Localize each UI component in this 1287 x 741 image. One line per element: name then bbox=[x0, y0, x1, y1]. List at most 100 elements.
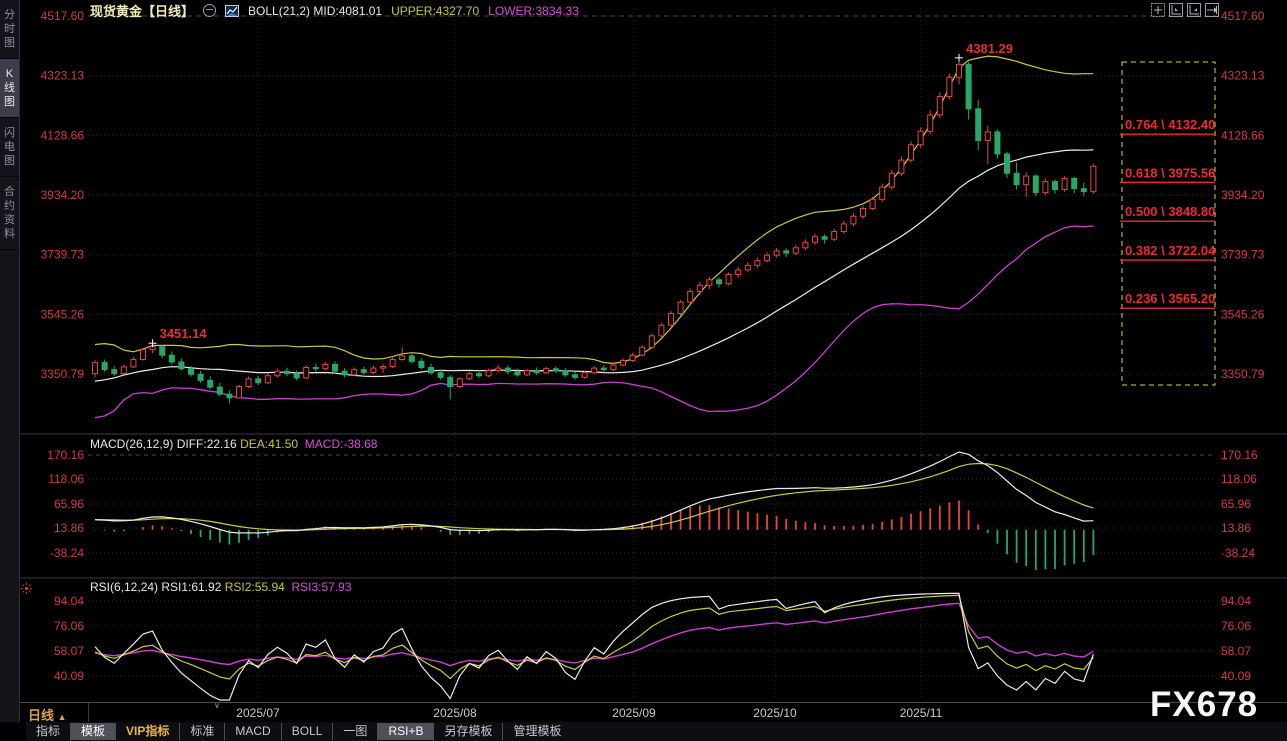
candle-body bbox=[168, 354, 175, 363]
candle-body bbox=[850, 215, 857, 225]
axis-tick-label: 40.09 bbox=[54, 669, 84, 683]
candle-body bbox=[744, 264, 751, 271]
candle-body bbox=[716, 279, 722, 285]
x-axis-label: 2025/11 bbox=[899, 706, 943, 720]
sidebar-tab-合约资料[interactable]: 合 约 资 料 bbox=[0, 177, 19, 250]
price-annotation: 4381.29 bbox=[966, 41, 1013, 56]
candle-body bbox=[898, 159, 905, 174]
y-scale-icon[interactable] bbox=[1169, 3, 1183, 17]
toolbar-item-BOLL[interactable]: BOLL bbox=[280, 723, 333, 740]
candle-body bbox=[1052, 181, 1058, 191]
toolbar-item-指标[interactable]: 指标 bbox=[36, 724, 61, 738]
axis-tick-label: 40.09 bbox=[1221, 669, 1251, 683]
candle-body bbox=[1023, 175, 1030, 186]
candle-body bbox=[879, 186, 886, 200]
indicator-line bbox=[94, 225, 1094, 419]
candle-body bbox=[908, 144, 914, 161]
x-axis-label: 2025/09 bbox=[612, 706, 656, 720]
candle-body bbox=[216, 386, 223, 395]
indicator-chart-icon[interactable] bbox=[225, 4, 240, 18]
candle-body bbox=[1013, 172, 1020, 186]
candle-body bbox=[533, 370, 540, 374]
sidebar-tab-分时图[interactable]: 分 时 图 bbox=[0, 0, 19, 59]
candle-body bbox=[111, 369, 118, 375]
axis-tick-label: 3350.79 bbox=[41, 367, 85, 381]
x-axis-label: 2025/10 bbox=[753, 706, 797, 720]
candle-body bbox=[1042, 181, 1049, 194]
candle-body bbox=[312, 366, 319, 370]
axis-tick-label: 118.06 bbox=[1221, 472, 1257, 486]
candle-body bbox=[351, 369, 358, 376]
x-scale-icon[interactable] bbox=[1187, 3, 1201, 17]
time-axis: 日线 ▲ ∨ 2025/07 2025/08 2025/09 2025/10 2025/… bbox=[0, 701, 1287, 724]
candle-body bbox=[648, 335, 655, 348]
boll-lower-value: LOWER:3834.33 bbox=[488, 3, 579, 18]
period-selector[interactable]: 日线 ▲ bbox=[28, 705, 67, 724]
axis-tick-label: 3934.20 bbox=[41, 188, 85, 202]
candle-body bbox=[370, 367, 377, 373]
candle-body bbox=[783, 250, 790, 254]
toolbar-item-MACD[interactable]: MACD bbox=[224, 723, 280, 740]
candle-body bbox=[687, 290, 694, 303]
candle-body bbox=[572, 374, 578, 378]
toolbar-item-RSI+B[interactable]: RSI+B bbox=[377, 723, 434, 740]
candle-body bbox=[255, 378, 262, 384]
sidebar-tab-K线图[interactable]: K 线 图 bbox=[0, 59, 19, 118]
candle-body bbox=[735, 269, 742, 276]
go-latest-icon[interactable] bbox=[1205, 3, 1219, 17]
candle-body bbox=[159, 346, 166, 356]
collapse-icon[interactable] bbox=[203, 4, 217, 17]
axis-tick-label: 65.96 bbox=[54, 497, 84, 511]
toolbar-item-一图[interactable]: 一图 bbox=[332, 723, 377, 740]
axis-tick-label: -38.24 bbox=[50, 546, 84, 560]
candle-body bbox=[274, 370, 281, 377]
candle-body bbox=[946, 76, 953, 98]
candle-body bbox=[965, 63, 972, 110]
axis-tick-label: 76.06 bbox=[1221, 619, 1251, 633]
candle-body bbox=[101, 362, 108, 371]
toolbar-item-标准[interactable]: 标准 bbox=[179, 723, 224, 740]
candle-body bbox=[476, 373, 482, 377]
toolbar-item-模板[interactable]: 模板 bbox=[70, 723, 116, 740]
axis-tick-label: -38.24 bbox=[1221, 546, 1255, 560]
candle-body bbox=[888, 172, 895, 188]
x-axis-label: 2025/07 bbox=[236, 706, 280, 720]
toolbar-item-VIP指标[interactable]: VIP指标 bbox=[115, 723, 179, 740]
candle-body bbox=[591, 367, 598, 374]
toolbar-item-另存模板[interactable]: 另存模板 bbox=[433, 723, 502, 740]
axis-tick-label: 3934.20 bbox=[1221, 188, 1265, 202]
axis-tick-label: 4323.13 bbox=[1221, 69, 1265, 83]
rsi3-value: RSI3:57.93 bbox=[291, 580, 352, 594]
indicator-line bbox=[94, 451, 1094, 534]
axis-tick-label: 4323.13 bbox=[41, 69, 85, 83]
candle-body bbox=[792, 247, 799, 254]
candle-body bbox=[927, 114, 934, 132]
boll-mid-value: BOLL(21,2) MID:4081.01 bbox=[248, 3, 383, 18]
candle-body bbox=[600, 367, 607, 371]
sidebar-tab-闪电图[interactable]: 闪 电 图 bbox=[0, 118, 19, 177]
rsi-settings-icon[interactable] bbox=[21, 581, 32, 599]
macd-header: MACD(26,12,9) DIFF:22.16 DEA:41.50 MACD:… bbox=[90, 437, 377, 451]
candle-body bbox=[975, 108, 982, 141]
axis-tick-label: 4517.60 bbox=[41, 9, 85, 23]
fib-level-label: 0.382 \ 3722.04 bbox=[1125, 243, 1216, 258]
candle-body bbox=[284, 370, 290, 375]
candle-body bbox=[812, 236, 818, 243]
candle-body bbox=[456, 378, 463, 388]
candle-body bbox=[620, 359, 626, 366]
x-axis-label: 2025/08 bbox=[433, 706, 477, 720]
chart-tool-icons bbox=[1151, 3, 1219, 17]
candle-body bbox=[802, 241, 809, 249]
toolbar-item-管理模板[interactable]: 管理模板 bbox=[502, 723, 571, 740]
axis-tick-label: 170.16 bbox=[47, 448, 84, 462]
symbol-title[interactable]: 现货黄金【日线】 bbox=[90, 4, 195, 19]
axis-tick-label: 4128.66 bbox=[41, 128, 85, 142]
macd-bar-value: MACD:-38.68 bbox=[304, 437, 378, 451]
macd-diff-value: MACD(26,12,9) DIFF:22.16 bbox=[90, 437, 237, 451]
candle-body bbox=[380, 366, 386, 369]
pan-crosshair-icon[interactable] bbox=[1151, 3, 1165, 17]
axis-tick-label: 94.04 bbox=[54, 594, 84, 608]
candle-body bbox=[629, 354, 636, 361]
candles-layer bbox=[92, 57, 1097, 404]
